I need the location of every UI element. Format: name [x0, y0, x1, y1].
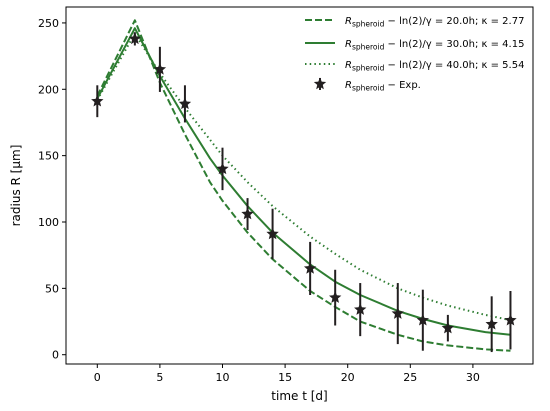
data-point [504, 313, 517, 326]
legend-label: Rspheroid − ln(2)/γ = 20.0h; κ = 2.77 [345, 16, 524, 29]
x-tick-label: 30 [466, 371, 480, 384]
x-tick-label: 10 [216, 371, 230, 384]
data-point [216, 162, 229, 175]
y-tick-label: 0 [52, 349, 59, 362]
y-axis-ticks: 0 50 100 150 200 250 [38, 17, 66, 362]
x-tick-label: 0 [94, 371, 101, 384]
x-tick-label: 15 [278, 371, 292, 384]
series-line-1 [96, 19, 511, 352]
plot-content [91, 19, 517, 353]
x-axis-label: time t [d] [271, 389, 327, 403]
legend-label: Rspheroid − ln(2)/γ = 40.0h; κ = 5.54 [345, 60, 524, 73]
legend: Rspheroid − ln(2)/γ = 20.0h; κ = 2.77 Rsp… [305, 16, 524, 93]
data-point [416, 313, 429, 326]
legend-label: Rspheroid − ln(2)/γ = 30.0h; κ = 4.15 [345, 39, 524, 52]
y-tick-label: 250 [38, 17, 59, 30]
data-point [391, 307, 404, 319]
y-tick-label: 100 [38, 216, 59, 229]
data-point [329, 291, 342, 303]
data-point [128, 32, 142, 45]
x-tick-label: 5 [156, 371, 163, 384]
legend-label: Rspheroid − Exp. [345, 80, 421, 93]
x-axis-ticks: 0 5 10 15 20 25 30 [94, 364, 480, 384]
x-tick-label: 20 [341, 371, 355, 384]
y-tick-label: 200 [38, 83, 59, 96]
data-point [303, 261, 317, 274]
x-tick-label: 25 [403, 371, 417, 384]
plot-frame [65, 6, 534, 365]
legend-swatch-marker [313, 77, 327, 90]
y-tick-label: 50 [45, 282, 59, 295]
data-point [266, 227, 279, 240]
data-point [441, 321, 455, 334]
data-point [354, 303, 367, 315]
y-axis-label: radius R [µm] [9, 145, 23, 227]
series-line-2 [96, 27, 511, 336]
data-point [91, 94, 104, 107]
y-tick-label: 150 [38, 150, 59, 163]
data-point [241, 207, 254, 220]
data-point [178, 97, 192, 110]
data-point [485, 317, 498, 330]
data-point [153, 62, 167, 75]
